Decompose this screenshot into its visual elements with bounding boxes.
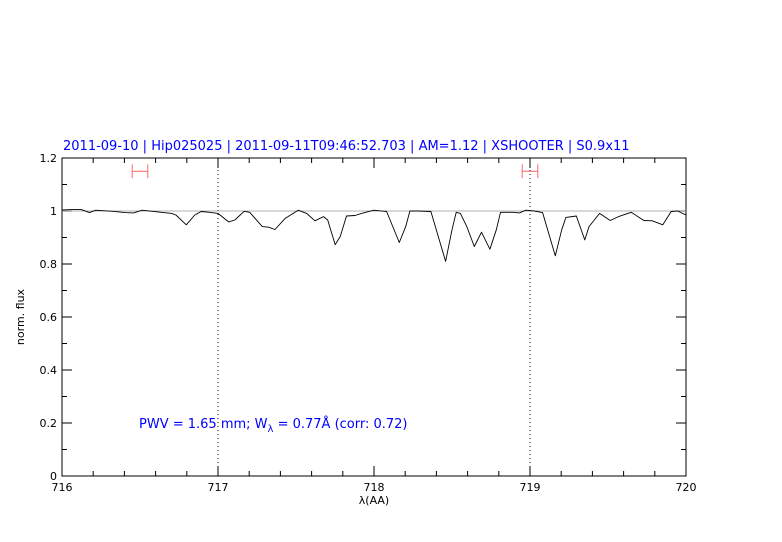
interval-marker (521, 164, 539, 179)
y-tick-label: 0.6 (40, 311, 58, 324)
y-tick-label: 0.2 (40, 417, 58, 430)
plot-marks (61, 158, 687, 476)
annotation-subscript: λ (268, 424, 274, 435)
x-tick-label: 720 (676, 481, 697, 494)
annotation-suffix: = 0.77Å (corr: 0.72) (273, 416, 407, 432)
x-tick-label: 716 (52, 481, 73, 494)
y-axis-label: norm. flux (14, 288, 27, 345)
y-tick-label: 1 (50, 205, 57, 218)
spectrum-line (61, 208, 687, 262)
y-tick-label: 0.8 (40, 258, 58, 271)
x-tick-label: 719 (520, 481, 541, 494)
pwv-annotation: PWV = 1.65 mm; Wλ = 0.77Å (corr: 0.72) (139, 416, 408, 435)
chart-title: 2011-09-10 | Hip025025 | 2011-09-11T09:4… (63, 139, 630, 154)
annotation-prefix: PWV = 1.65 mm; W (139, 417, 268, 432)
y-tick-label: 0.4 (40, 364, 58, 377)
x-tick-label: 717 (208, 481, 229, 494)
y-tick-label: 0 (50, 470, 57, 483)
x-tick-label: 718 (364, 481, 385, 494)
interval-marker (131, 164, 149, 179)
axis-ticks: 716 717 718 719 720 0 0.2 0.4 0.6 0.8 1 1.2 (40, 152, 697, 494)
y-tick-label: 1.2 (40, 152, 58, 165)
x-axis-label: λ(AA) (359, 494, 389, 507)
